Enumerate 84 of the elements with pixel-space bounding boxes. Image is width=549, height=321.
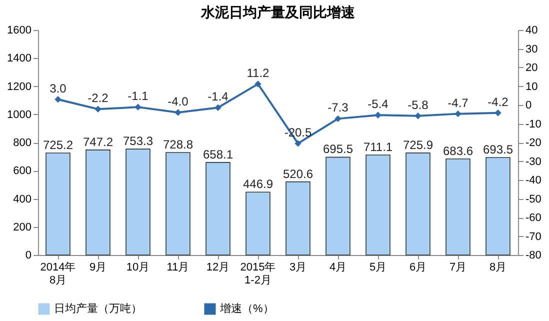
- y-tick-label: 200: [13, 221, 32, 234]
- x-tick-label: 12月: [206, 262, 230, 274]
- y2-tick-label: -20: [526, 137, 542, 149]
- bar: [446, 158, 470, 256]
- x-tick-label: 3月: [289, 262, 307, 274]
- y-tick-label: 1000: [7, 108, 32, 121]
- y-tick-label: 600: [13, 165, 32, 178]
- data-label: 725.2: [42, 138, 74, 152]
- x-tick-label: 11月: [166, 262, 190, 274]
- data-label: -5.8: [408, 98, 429, 112]
- y-tick-label: 0: [25, 250, 32, 262]
- y2-tick-label: 0: [526, 100, 532, 112]
- bar: [126, 148, 150, 256]
- point: [414, 112, 422, 120]
- x-tick-label: 9月: [89, 262, 107, 274]
- point: [294, 140, 302, 147]
- chart-title: 水泥日均产量及同比增速: [200, 4, 356, 20]
- y2-tick-label: -80: [526, 250, 542, 262]
- bar: [246, 192, 270, 256]
- y2-tick-label: -50: [526, 193, 542, 206]
- data-label: 725.9: [402, 138, 434, 152]
- x-tick-label: 8月: [489, 262, 507, 274]
- point: [334, 115, 342, 122]
- point: [174, 109, 182, 116]
- data-label: 3.0: [50, 81, 67, 96]
- y2-tick-label: 30: [526, 43, 538, 56]
- x-tick-label: 5月: [369, 262, 387, 274]
- y2-tick-label: 20: [526, 62, 538, 74]
- x-tick-label: 2015年 1-2月: [240, 262, 276, 286]
- bar: [86, 150, 110, 256]
- bar: [326, 156, 350, 256]
- data-label: 711.1: [363, 140, 393, 154]
- data-label: 753.3: [122, 134, 154, 148]
- data-label: -4.7: [448, 96, 469, 110]
- data-label: 693.5: [482, 142, 514, 156]
- x-tick-label: 7月: [449, 262, 467, 274]
- data-label: -1.1: [128, 89, 149, 104]
- legend-label: 日均产量（万吨）: [54, 302, 142, 315]
- data-label: -7.3: [328, 100, 349, 115]
- bar: [286, 181, 310, 256]
- data-label: -4.2: [488, 94, 509, 109]
- data-label: 446.9: [242, 177, 274, 192]
- y-tick-label: 800: [13, 137, 32, 149]
- point: [94, 106, 102, 112]
- y-tick-label: 1400: [7, 52, 32, 65]
- y-tick-label: 1200: [7, 80, 32, 93]
- data-label: -1.4: [208, 90, 229, 104]
- data-label: -4.0: [168, 94, 189, 108]
- y2-tick-label: -60: [526, 212, 542, 224]
- data-label: 683.6: [442, 144, 474, 158]
- data-label: 728.8: [162, 138, 194, 152]
- y-tick-label: 1600: [7, 24, 32, 36]
- bar: [206, 162, 230, 256]
- data-label: -2.2: [88, 91, 109, 106]
- point: [54, 96, 62, 103]
- point: [494, 110, 502, 116]
- point: [454, 110, 462, 118]
- y2-tick-label: 10: [526, 80, 538, 93]
- data-label: 658.1: [202, 147, 234, 162]
- bar: [406, 152, 430, 256]
- data-label: 520.6: [282, 166, 314, 181]
- bar: [366, 154, 390, 256]
- x-tick-label: 10月: [126, 262, 150, 274]
- x-tick-label: 2014年 8月: [40, 262, 76, 286]
- y2-tick-label: -10: [526, 118, 542, 130]
- data-label: 695.5: [322, 142, 354, 156]
- x-tick-label: 4月: [329, 262, 347, 274]
- y2-tick-label: -30: [526, 156, 542, 168]
- data-label: 11.2: [246, 66, 270, 80]
- bar: [166, 152, 190, 256]
- point: [214, 104, 222, 111]
- point: [254, 80, 262, 88]
- x-tick-label: 6月: [409, 262, 427, 274]
- y2-tick-label: -40: [526, 174, 542, 186]
- y2-tick-label: -70: [526, 230, 542, 243]
- y2-tick-label: 40: [526, 24, 538, 36]
- bar: [486, 157, 510, 256]
- point: [134, 104, 142, 110]
- data-label: 747.2: [82, 134, 114, 149]
- y-tick-label: 400: [13, 193, 32, 206]
- bar: [46, 152, 70, 256]
- legend-label: 增速（%）: [219, 302, 274, 315]
- point: [374, 112, 382, 118]
- data-label: -5.4: [368, 97, 389, 112]
